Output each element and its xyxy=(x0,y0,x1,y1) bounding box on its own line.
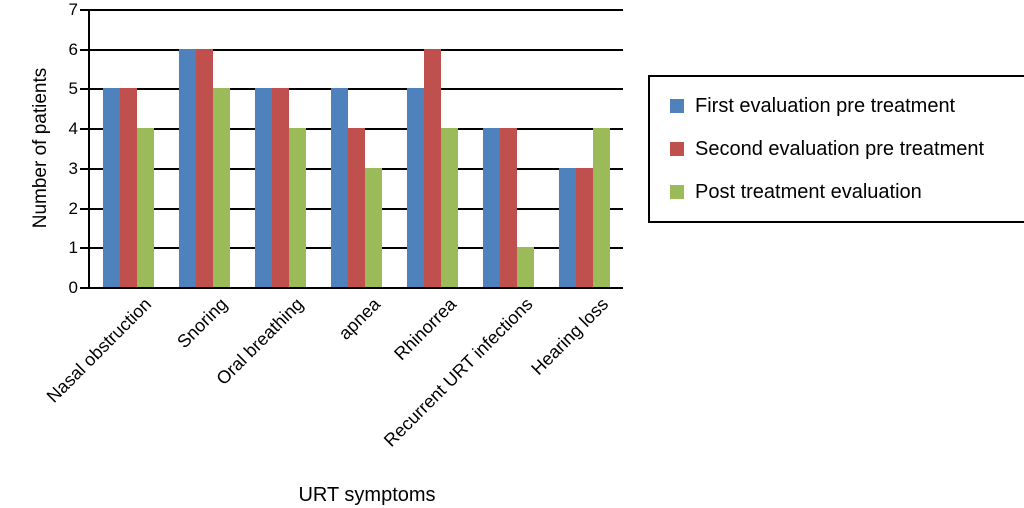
y-axis-title: Number of patients xyxy=(30,67,51,229)
bar xyxy=(576,168,593,287)
x-axis-line xyxy=(82,287,623,289)
y-tick-label: 2 xyxy=(68,199,78,218)
bar xyxy=(424,49,441,287)
gridline xyxy=(90,88,623,90)
x-category-label: apnea xyxy=(334,294,385,344)
bar xyxy=(272,88,289,287)
gridline xyxy=(90,9,623,11)
y-axis-tick xyxy=(80,9,90,11)
legend-item: Second evaluation pre treatment xyxy=(670,138,1024,160)
x-category-label: Rhinorrea xyxy=(390,294,461,365)
y-axis-tick xyxy=(80,88,90,90)
y-axis-tick xyxy=(80,168,90,170)
x-category-label: Recurrent URT infections xyxy=(379,294,537,451)
bar xyxy=(196,49,213,287)
bar xyxy=(331,88,348,287)
y-axis-tick xyxy=(80,128,90,130)
y-tick-label: 4 xyxy=(68,119,78,138)
legend-label: Second evaluation pre treatment xyxy=(695,138,985,160)
bar xyxy=(289,128,306,287)
y-tick-label: 1 xyxy=(68,238,78,257)
y-axis-tick xyxy=(80,287,90,289)
legend-label: First evaluation pre treatment xyxy=(695,95,956,117)
y-tick-label: 6 xyxy=(68,40,78,59)
x-category-label: Hearing loss xyxy=(527,294,613,379)
plot-area xyxy=(90,9,623,287)
x-category-label: Nasal obstruction xyxy=(42,294,156,407)
bar xyxy=(407,88,424,287)
bar xyxy=(500,128,517,287)
y-tick-label: 5 xyxy=(68,79,78,98)
y-axis-tick xyxy=(80,247,90,249)
legend-swatch xyxy=(670,185,684,199)
bar xyxy=(559,168,576,287)
legend: First evaluation pre treatment Second eva… xyxy=(648,75,1024,223)
x-axis-title: URT symptoms xyxy=(298,484,436,506)
legend-swatch xyxy=(670,142,684,156)
bar xyxy=(348,128,365,287)
bar xyxy=(441,128,458,287)
bar xyxy=(137,128,154,287)
bar xyxy=(120,88,137,287)
bar xyxy=(483,128,500,287)
y-tick-label: 0 xyxy=(68,278,78,297)
legend-item: First evaluation pre treatment xyxy=(670,95,1024,117)
bar xyxy=(255,88,272,287)
bar xyxy=(365,168,382,287)
bar xyxy=(179,49,196,287)
y-axis-line xyxy=(88,9,90,289)
bar xyxy=(103,88,120,287)
y-tick-label: 7 xyxy=(68,0,78,19)
legend-swatch xyxy=(670,99,684,113)
bar xyxy=(517,247,534,287)
x-category-label: Snoring xyxy=(173,294,232,353)
y-axis-tick xyxy=(80,208,90,210)
legend-label: Post treatment evaluation xyxy=(695,181,922,203)
y-tick-label: 3 xyxy=(68,159,78,178)
gridline xyxy=(90,49,623,51)
y-axis-tick xyxy=(80,49,90,51)
legend-item: Post treatment evaluation xyxy=(670,181,1024,203)
bar xyxy=(213,88,230,287)
bar xyxy=(593,128,610,287)
